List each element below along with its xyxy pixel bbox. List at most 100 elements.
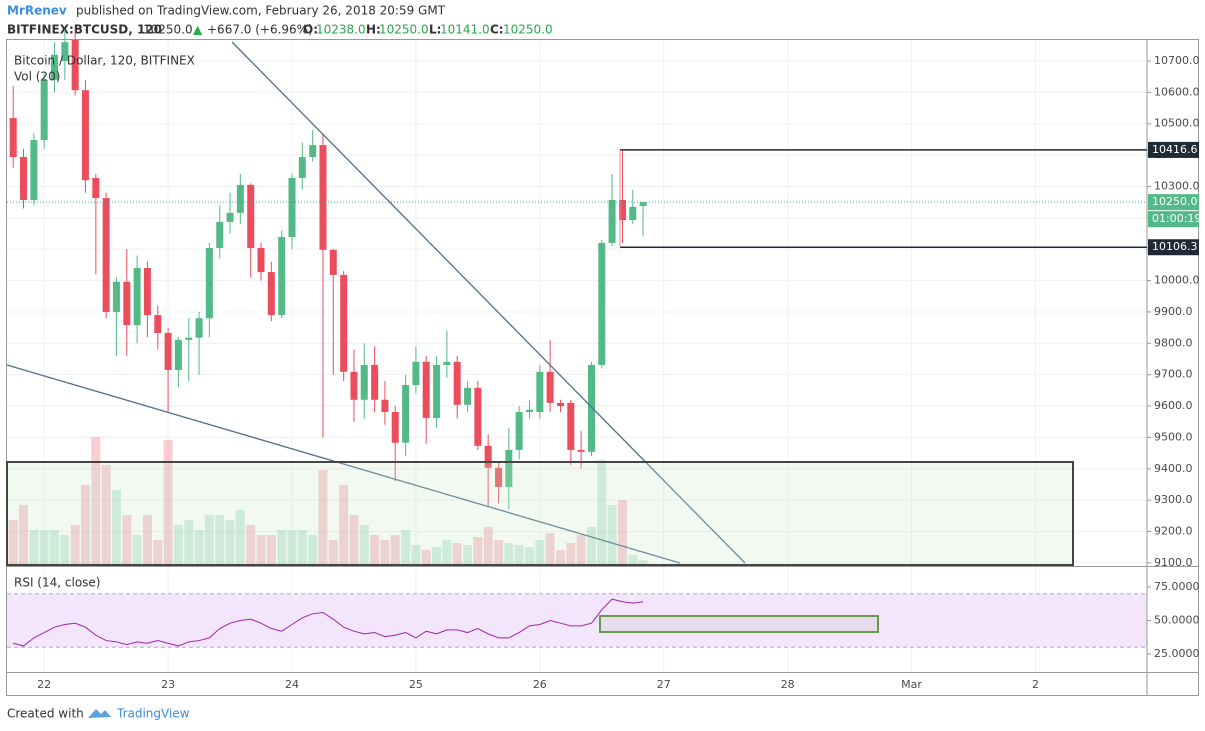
volume-bar [390,535,400,565]
trend-line [231,41,746,564]
y-tick-label: 9900.0 [1154,305,1193,318]
volume-bar [359,525,369,565]
rsi-band [7,593,1147,648]
volume-bar [122,515,132,565]
candle-body [443,361,451,365]
volume-bar [349,515,359,565]
o-label: O: [303,23,318,37]
y-tick-label: 10000.0 [1154,274,1200,287]
candle-body [402,385,410,443]
volume-bar [308,535,318,565]
y-tick-label: 9500.0 [1154,430,1193,443]
volume-bar [411,545,421,565]
candle-body [629,206,637,221]
volume-bar [49,530,59,565]
x-tick-label: 27 [657,678,671,691]
x-tick-label: Mar [901,678,922,691]
volume-bar [29,530,39,565]
volume-bar [173,525,183,565]
candle-body [288,178,296,237]
volume-bar [638,560,648,565]
y-tick-label: 25.0000 [1154,647,1200,660]
zone-box [6,461,1074,566]
volume-bar [370,535,380,565]
volume-bar [184,520,194,565]
author[interactable]: MrRenev [7,4,67,18]
symbol: BITFINEX:BTCUSD, 120 [7,23,162,37]
candle-body [546,371,554,403]
volume-bar [328,540,338,565]
x-tick-label: 25 [409,678,423,691]
candle-body [340,274,348,372]
volume-bar [504,543,514,565]
volume-bar [111,490,121,565]
volume-bar [339,485,349,565]
candle-body [164,332,172,370]
logo [88,709,111,718]
candle-body [474,387,482,446]
h-label: H: [366,23,381,37]
volume-bar [163,440,173,565]
volume-bar [18,505,28,565]
candle-body [50,54,58,80]
x-tick-label: 26 [533,678,547,691]
volume-bar [80,485,90,565]
price-line-label: 10106.3 [1152,240,1198,253]
candle-body [391,411,399,443]
candle-body [587,364,595,452]
candle-body [174,339,182,370]
volume-bar [617,500,627,565]
candle-body [319,145,327,250]
volume-bar [70,525,80,565]
price-line-tag [1148,239,1199,256]
volume-bar [432,547,442,565]
volume-bar [597,460,607,565]
candle-body [40,79,48,141]
candle-body [433,364,441,418]
volume-bar [442,540,452,565]
candle-body [567,402,575,450]
last-price-tag [1148,194,1199,211]
last-price-label: 10250.0 [1152,195,1198,208]
x-tick-label: 23 [161,678,175,691]
volume-bar [494,540,504,565]
price-line-label: 10416.6 [1152,143,1198,156]
candle-body [247,184,255,248]
y-tick-label: 9800.0 [1154,336,1193,349]
y-tick-label: 10500.0 [1154,117,1200,130]
volume-bar [91,437,101,565]
candle-body [61,42,69,62]
volume-bar [256,535,266,565]
volume-bar [463,545,473,565]
y-tick-label: 10700.0 [1154,54,1200,67]
o: 10238.0 [316,23,366,37]
candle-body [381,399,389,412]
volume-bar [101,465,111,565]
volume-bar [153,540,163,565]
volume-bar [266,535,276,565]
y-tick-label: 9600.0 [1154,399,1193,412]
candle-body [484,445,492,468]
candle-body [608,199,616,243]
x-tick-label: 24 [285,678,299,691]
volume-bar [246,525,256,565]
candle-body [298,156,306,179]
y-tick-label: 9700.0 [1154,368,1193,381]
candle-body [412,361,420,386]
footer-brand[interactable]: TradingView [116,707,190,721]
candle-body [526,409,534,412]
volume-bar [452,543,462,565]
candle-body [236,184,244,213]
volume-bar [607,505,617,565]
candle-body [267,272,275,316]
y-tick-label: 9300.0 [1154,493,1193,506]
change: +667.0 (+6.96%) [207,23,313,37]
volume-bar [545,533,555,565]
candle-body [205,247,213,319]
candle-body [112,281,120,312]
volume-bar [556,550,566,565]
volume-bar [39,530,49,565]
volume-bar [204,515,214,565]
candle-body [577,449,585,452]
candle-body [618,199,626,221]
